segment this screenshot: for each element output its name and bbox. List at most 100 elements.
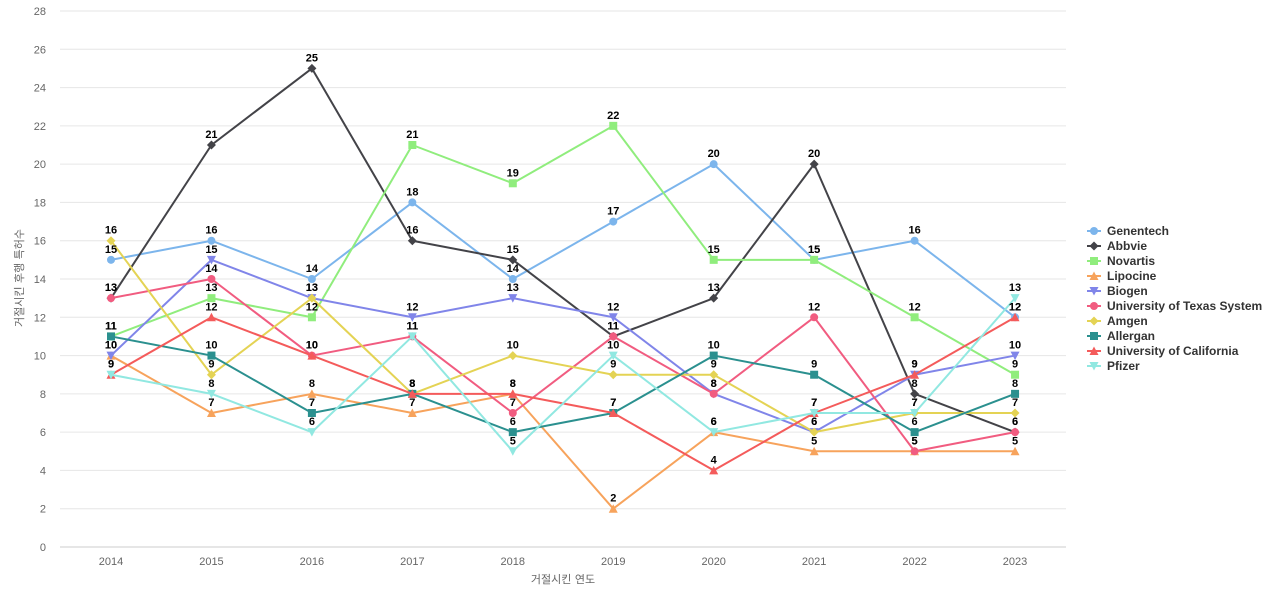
x-tick-label: 2023	[1003, 556, 1027, 568]
data-point	[307, 313, 316, 322]
data-label: 13	[105, 282, 117, 294]
data-label: 13	[708, 282, 720, 294]
data-point	[407, 236, 417, 246]
data-label: 15	[507, 244, 519, 256]
legend-label: University of California	[1107, 344, 1239, 358]
data-label: 12	[1009, 301, 1021, 313]
data-label: 8	[510, 378, 516, 390]
data-point	[206, 370, 216, 380]
data-label: 15	[808, 244, 820, 256]
legend-item[interactable]: University of Texas System	[1087, 299, 1262, 313]
legend-marker	[1090, 332, 1098, 340]
data-point	[207, 275, 216, 283]
data-label: 7	[610, 397, 616, 409]
legend-item[interactable]: Amgen	[1087, 314, 1148, 328]
data-point	[508, 294, 518, 303]
data-point	[608, 370, 618, 380]
data-point	[508, 428, 517, 437]
data-label: 15	[708, 244, 720, 256]
data-label: 17	[607, 206, 619, 218]
data-label: 7	[409, 397, 415, 409]
data-point	[608, 504, 618, 513]
series-7	[107, 332, 1020, 437]
data-label: 8	[409, 378, 415, 390]
data-label: 9	[108, 359, 114, 371]
data-label: 10	[306, 340, 318, 352]
data-label: 14	[306, 263, 319, 275]
legend-item[interactable]: Genentech	[1087, 224, 1169, 238]
data-label: 7	[208, 397, 214, 409]
data-label: 11	[407, 320, 419, 332]
y-tick-label: 24	[34, 83, 46, 95]
data-label: 22	[607, 110, 619, 122]
x-tick-label: 2022	[902, 556, 926, 568]
y-tick-label: 14	[34, 274, 46, 286]
data-label: 16	[908, 225, 920, 237]
data-label: 10	[205, 340, 217, 352]
data-label: 6	[811, 416, 817, 428]
data-label: 13	[507, 282, 519, 294]
legend-item[interactable]: Lipocine	[1087, 269, 1157, 283]
data-point	[207, 294, 216, 303]
legend-item[interactable]: Allergan	[1087, 329, 1155, 343]
data-point	[810, 255, 819, 264]
y-tick-label: 18	[34, 197, 46, 209]
data-point	[206, 255, 216, 265]
data-label: 8	[711, 378, 717, 390]
data-point	[709, 255, 718, 264]
data-label: 5	[912, 435, 918, 447]
data-label: 9	[912, 359, 918, 371]
legend-label: University of Texas System	[1107, 299, 1262, 313]
data-point	[709, 465, 719, 475]
legend-item[interactable]: Pfizer	[1087, 359, 1140, 373]
data-label: 8	[510, 378, 516, 390]
data-label: 12	[1009, 301, 1021, 313]
data-point	[609, 217, 618, 226]
data-label: 5	[912, 435, 918, 447]
data-point	[1010, 294, 1020, 303]
data-label: 6	[711, 416, 717, 428]
data-point	[809, 446, 819, 456]
legend-item[interactable]: Biogen	[1087, 284, 1148, 298]
data-point	[206, 140, 216, 150]
data-point	[307, 63, 317, 73]
data-label: 7	[1012, 397, 1018, 409]
y-tick-label: 12	[34, 312, 46, 324]
data-point	[609, 121, 618, 130]
data-label: 9	[1012, 359, 1018, 371]
legend-item[interactable]: Abbvie	[1087, 239, 1147, 253]
y-tick-label: 2	[40, 504, 46, 516]
data-point	[307, 293, 317, 303]
data-point	[207, 236, 216, 245]
data-label: 7	[610, 397, 616, 409]
data-point	[106, 370, 116, 380]
data-point	[107, 332, 115, 341]
data-point	[1010, 408, 1020, 418]
legend-marker	[1089, 362, 1099, 371]
data-point	[910, 236, 919, 245]
data-point	[709, 160, 718, 169]
y-axis-title: 거절시킨 후행 특허수	[13, 229, 26, 327]
data-label: 20	[708, 148, 720, 160]
data-label: 6	[711, 416, 717, 428]
data-label: 6	[811, 416, 817, 428]
legend-item[interactable]: University of California	[1087, 344, 1239, 358]
data-label: 6	[510, 416, 516, 428]
data-point	[1010, 312, 1020, 322]
legend-item[interactable]: Novartis	[1087, 254, 1155, 268]
data-point	[910, 370, 920, 379]
legend-label: Pfizer	[1107, 359, 1140, 373]
legend-marker	[1089, 316, 1099, 326]
data-label: 7	[811, 397, 817, 409]
data-point	[1010, 446, 1020, 456]
data-label: 16	[406, 225, 418, 237]
data-point	[608, 313, 618, 322]
y-tick-label: 6	[40, 427, 46, 439]
data-label: 15	[105, 244, 117, 256]
data-label: 21	[406, 129, 418, 141]
data-label: 18	[406, 186, 418, 198]
legend-marker	[1090, 227, 1098, 235]
x-tick-label: 2017	[400, 556, 424, 568]
data-label: 8	[309, 378, 315, 390]
x-tick-label: 2014	[99, 556, 123, 568]
